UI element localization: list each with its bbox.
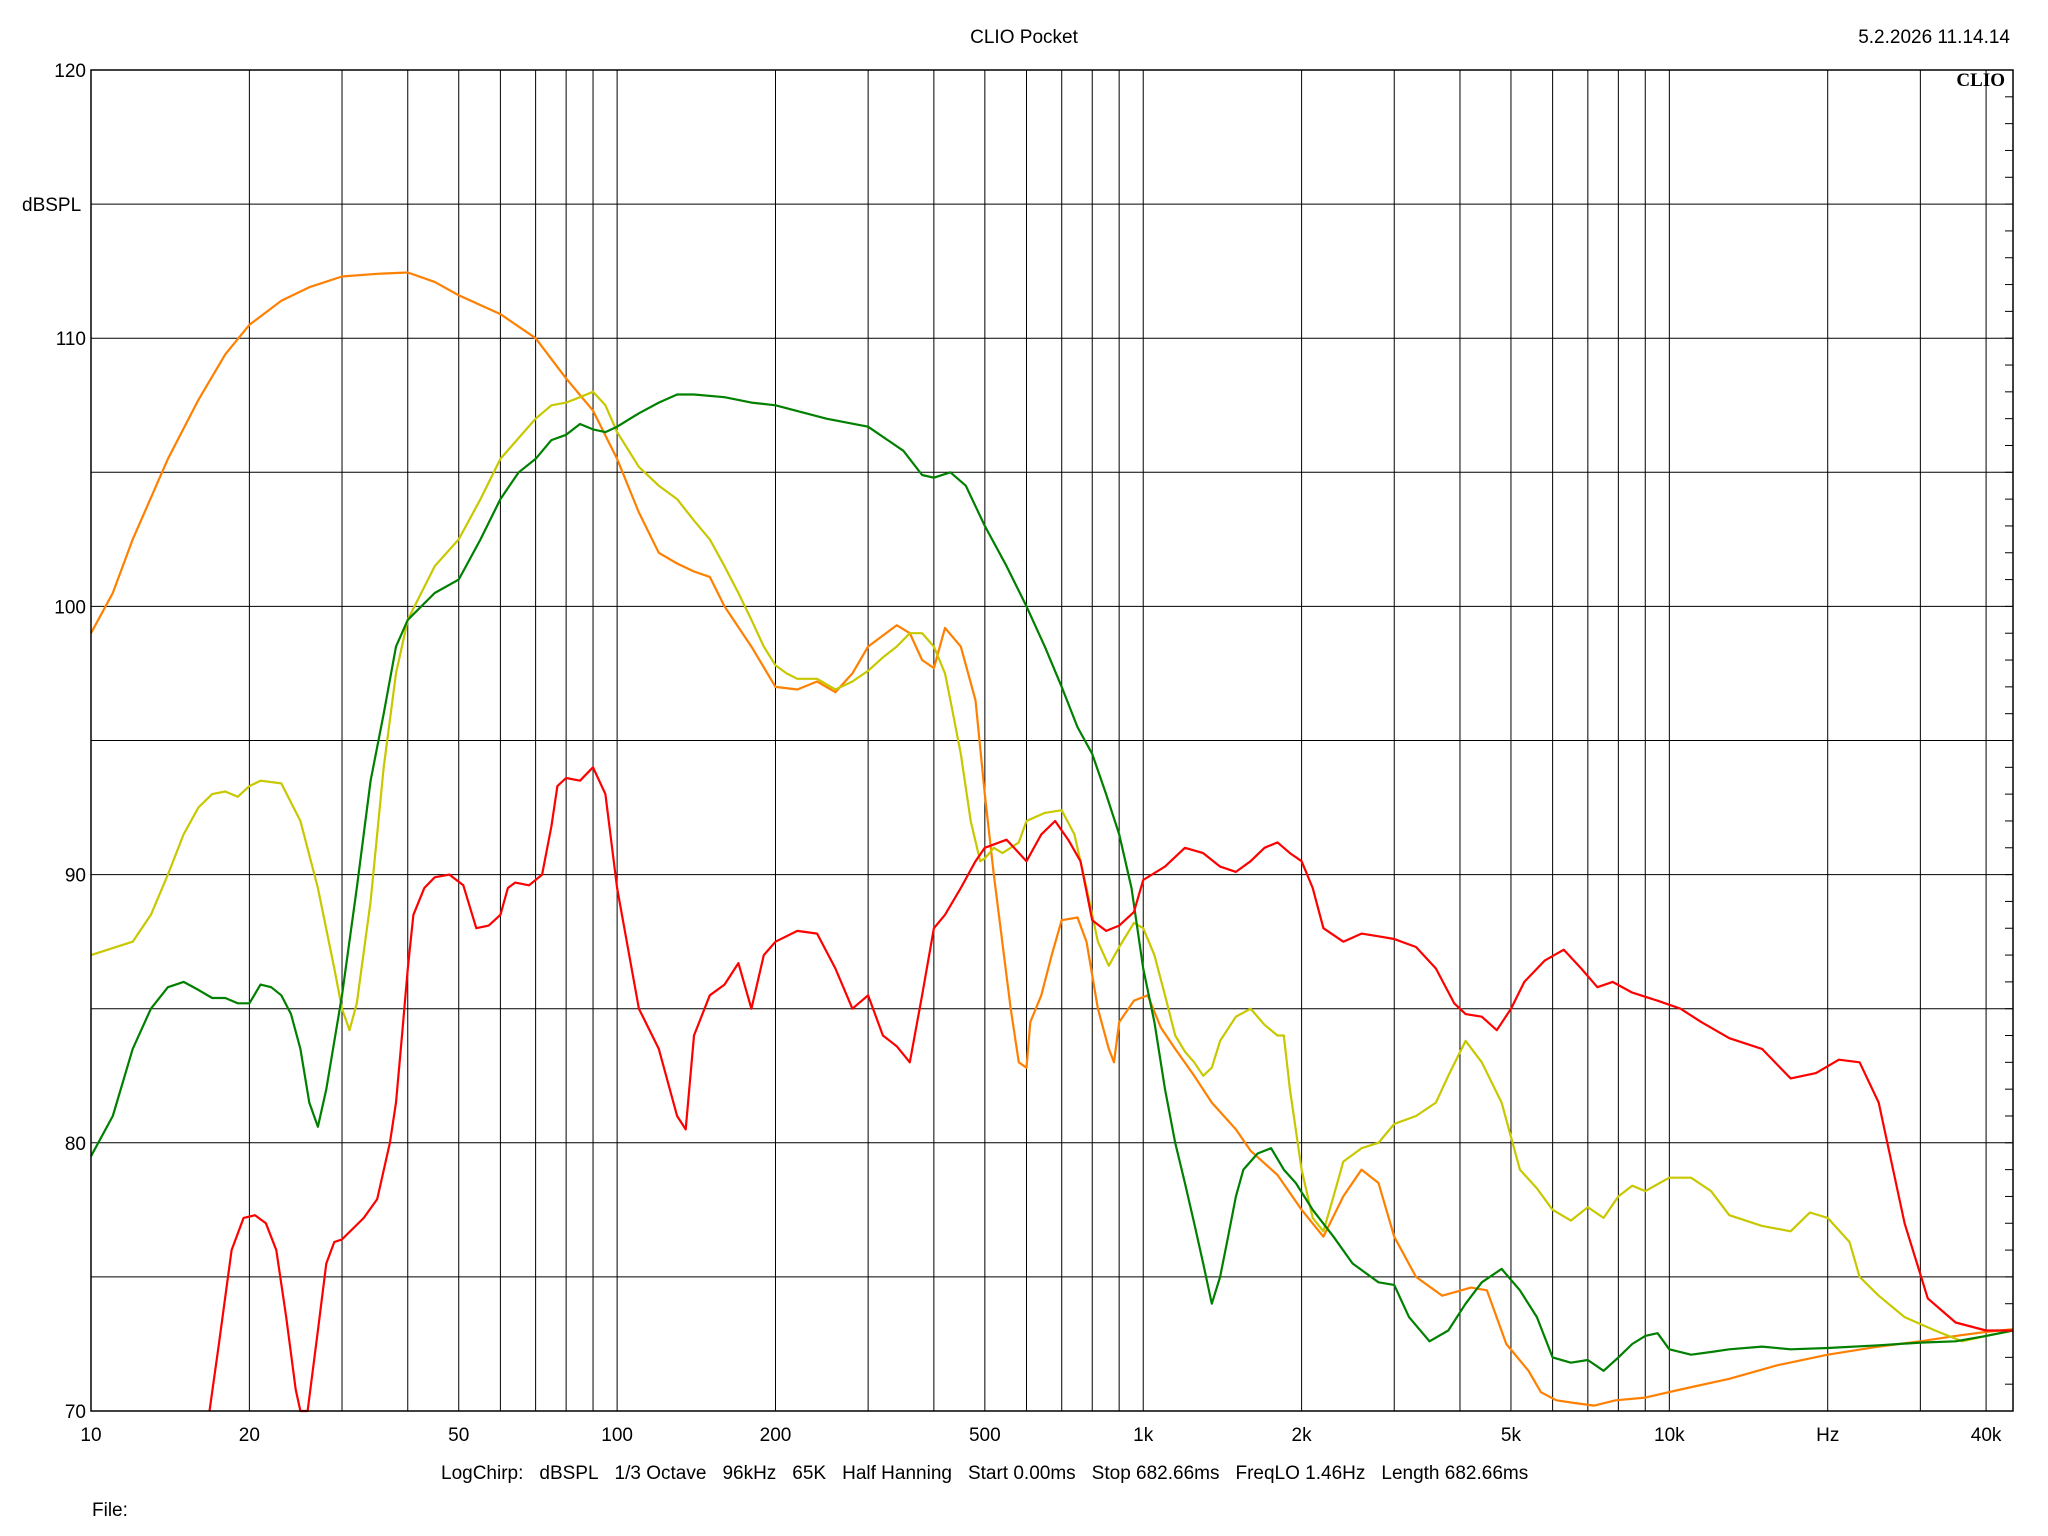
- x-tick-label: 10: [80, 1425, 101, 1446]
- param-10: Length 682.66ms: [1381, 1463, 1529, 1484]
- clio-logo: CLIO: [1956, 70, 2005, 91]
- series-line-1: [90, 271, 2014, 1407]
- y-tick-label: 100: [54, 597, 86, 618]
- x-tick-label: 20: [239, 1425, 260, 1446]
- x-tick-label: 40k: [1971, 1425, 2002, 1446]
- series-group: [90, 271, 2014, 1413]
- y-axis-unit-label: dBSPL: [22, 195, 81, 216]
- app-title: CLIO Pocket: [970, 27, 1078, 48]
- x-axis-labels: 10 20 50 100 200 500 1k 2k 5k 10k Hz 40k: [80, 1425, 2001, 1446]
- y-tick-label: 90: [65, 866, 86, 887]
- param-5: 65K: [792, 1463, 827, 1484]
- y-tick-label: 110: [56, 329, 86, 350]
- param-7: Start 0.00ms: [967, 1463, 1076, 1484]
- param-4: 96kHz: [722, 1463, 777, 1484]
- param-8: Stop 682.66ms: [1091, 1463, 1220, 1484]
- x-tick-label: 50: [448, 1425, 469, 1446]
- x-tick-label: 1k: [1133, 1425, 1154, 1446]
- y-tick-label: 70: [65, 1402, 86, 1423]
- y-tick-label: 120: [54, 61, 86, 82]
- x-axis-unit-label: Hz: [1816, 1425, 1839, 1446]
- param-3: 1/3 Octave: [614, 1463, 707, 1484]
- y-axis-labels: 70 80 90 100 110 dBSPL 120: [22, 61, 86, 1423]
- series-line-3: [90, 393, 2014, 1372]
- x-tick-label: 10k: [1654, 1425, 1685, 1446]
- param-9: FreqLO 1.46Hz: [1235, 1463, 1366, 1484]
- y-tick-label: 80: [65, 1134, 86, 1155]
- series-line-2: [90, 390, 2014, 1343]
- series-line-4: [208, 766, 2013, 1413]
- measurement-parameters: LogChirp: dBSPL 1/3 Octave 96kHz 65K Half Han…: [441, 1463, 1544, 1485]
- param-6: Half Hanning: [842, 1463, 952, 1484]
- x-tick-label: 500: [969, 1425, 1001, 1446]
- file-label: File:: [92, 1500, 128, 1521]
- param-1: LogChirp:: [441, 1463, 524, 1484]
- plot-frame: [90, 69, 2014, 1412]
- x-tick-label: 2k: [1292, 1425, 1313, 1446]
- timestamp: 5.2.2026 11.14.14: [1858, 27, 2010, 48]
- x-tick-label: 200: [760, 1425, 792, 1446]
- x-tick-label: 5k: [1501, 1425, 1522, 1446]
- x-tick-label: 100: [601, 1425, 633, 1446]
- param-2: dBSPL: [539, 1463, 599, 1484]
